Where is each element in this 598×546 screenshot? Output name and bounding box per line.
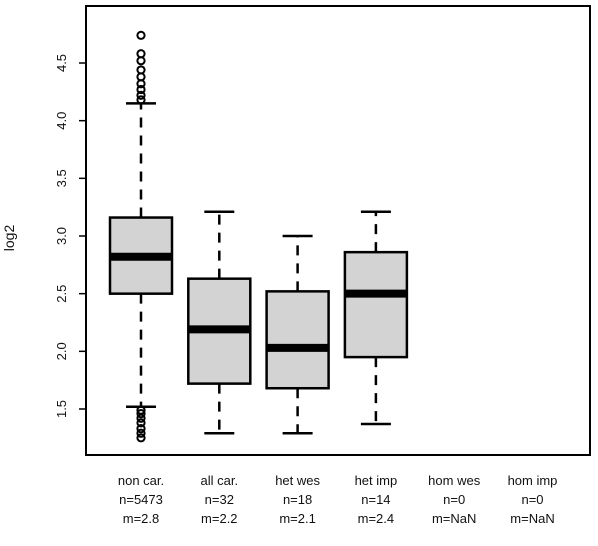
category-n-label: n=0 <box>521 492 543 507</box>
outlier-point <box>136 84 146 95</box>
y-tick-label: 2.0 <box>54 342 69 360</box>
category-name: hom wes <box>428 473 481 488</box>
outlier-point <box>136 49 146 59</box>
y-tick-label: 3.0 <box>54 227 69 245</box>
outlier-point <box>136 428 146 438</box>
category-m-label: m=2.8 <box>123 511 160 526</box>
y-tick-label: 4.5 <box>54 54 69 72</box>
outlier-point <box>136 409 146 419</box>
box-het-wes <box>265 234 330 435</box>
category-labels: non car. n=5473 m=2.8 all car. n=32 m=2.2 het … <box>118 473 558 526</box>
category-name: het imp <box>355 473 398 488</box>
y-tick-label: 3.5 <box>54 169 69 187</box>
category-m-label: m=NaN <box>432 511 476 526</box>
category-name: het wes <box>275 473 320 488</box>
iqr-box <box>265 290 330 390</box>
iqr-box <box>343 250 409 359</box>
outlier-point <box>136 418 146 428</box>
y-tick-label: 4.0 <box>54 112 69 130</box>
outlier-point <box>136 433 146 443</box>
outlier-point <box>136 95 146 105</box>
box-all-car <box>187 210 252 435</box>
category-m-label: m=2.2 <box>201 511 238 526</box>
category-n-label: n=0 <box>443 492 465 507</box>
category-name: non car. <box>118 473 164 488</box>
y-tick-label: 1.5 <box>54 400 69 418</box>
outlier-point <box>136 90 146 100</box>
y-axis-ticks: 1.5 2.0 2.5 3.0 3.5 4.0 4.5 <box>54 54 86 418</box>
box-het-imp <box>343 210 409 426</box>
category-m-label: m=2.1 <box>279 511 316 526</box>
outlier-point <box>136 30 146 40</box>
box-non-car <box>108 30 174 443</box>
box-series <box>108 30 409 443</box>
y-axis-title: log2 <box>1 225 17 252</box>
category-m-label: m=NaN <box>510 511 554 526</box>
outlier-point <box>136 413 146 423</box>
category-name: hom imp <box>508 473 558 488</box>
outlier-point <box>136 424 146 434</box>
outlier-point <box>136 65 146 75</box>
category-m-label: m=2.4 <box>358 511 395 526</box>
category-n-label: n=14 <box>361 492 390 507</box>
category-n-label: n=18 <box>283 492 312 507</box>
y-tick-label: 2.5 <box>54 285 69 303</box>
category-n-label: n=32 <box>205 492 234 507</box>
category-name: all car. <box>201 473 239 488</box>
category-n-label: n=5473 <box>119 492 163 507</box>
